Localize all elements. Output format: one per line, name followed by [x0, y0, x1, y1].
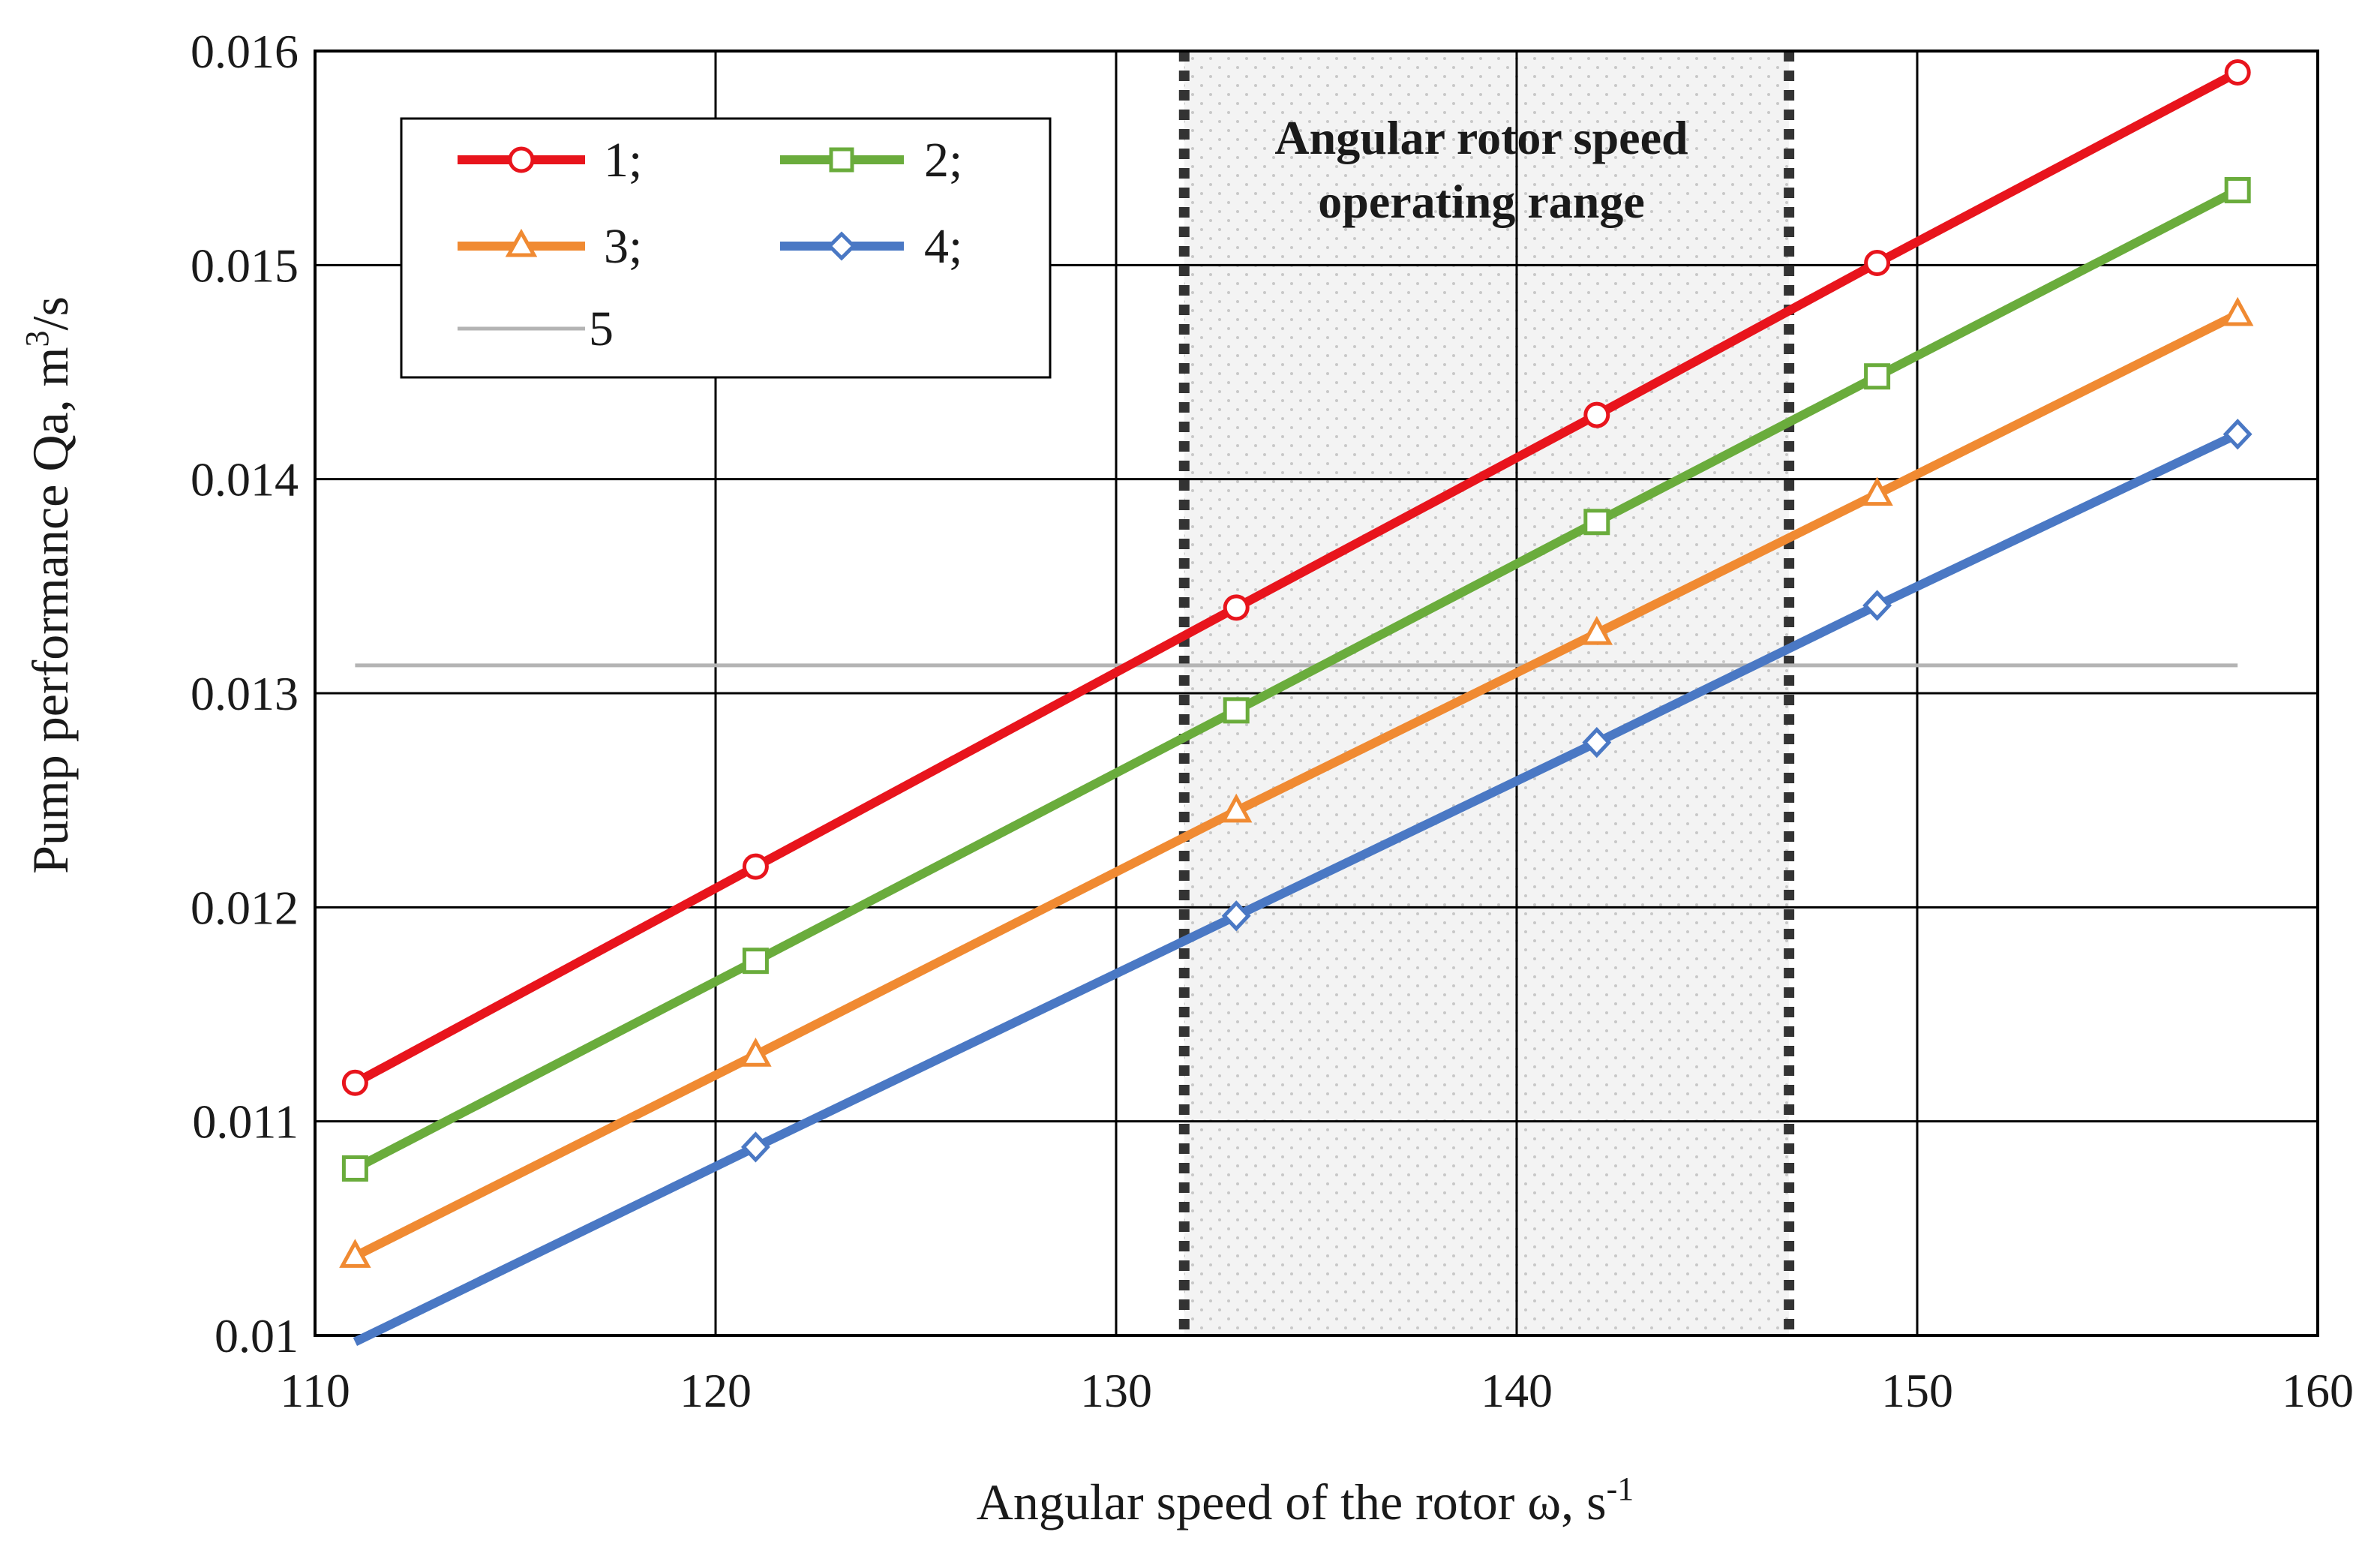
y-tick-label: 0.015 — [191, 239, 299, 292]
y-axis-title-superscript: 3 — [19, 330, 56, 347]
series-2 — [341, 176, 2251, 1182]
y-axis-tick-labels: 0.01 0.011 0.012 0.013 0.014 0.015 0.016 — [191, 25, 299, 1362]
y-tick-label: 0.016 — [191, 25, 299, 78]
legend-label-5: 5 — [589, 302, 614, 356]
series-1-line — [353, 68, 2240, 1087]
series-3-point — [1580, 615, 1613, 645]
series-1-point — [1864, 249, 1891, 276]
series-3-point — [740, 1038, 772, 1067]
legend-marker-4 — [827, 231, 857, 261]
x-tick-label: 150 — [1881, 1364, 1953, 1417]
series-1-point — [742, 853, 769, 880]
operating-range-label-line2: operating range — [1318, 175, 1645, 228]
series-4-point — [740, 1131, 770, 1163]
x-axis-title-superscript: -1 — [1607, 1470, 1634, 1507]
series-4-line — [353, 430, 2240, 1346]
series-1-point — [1223, 594, 1250, 621]
y-axis-title-suffix: /s — [22, 296, 79, 330]
series-2-point — [1864, 363, 1891, 390]
series-2-point — [1583, 509, 1610, 536]
y-axis-title: Pump performance Qa, m3/s — [19, 296, 79, 874]
legend-marker-1 — [508, 146, 535, 173]
series-2-point — [341, 1155, 368, 1182]
y-tick-label: 0.01 — [215, 1309, 299, 1362]
series-4-point — [2222, 419, 2252, 450]
x-axis-title: Angular speed of the rotor ω, s-1 — [977, 1470, 1634, 1530]
x-tick-label: 120 — [680, 1364, 752, 1417]
x-tick-label: 160 — [2282, 1364, 2354, 1417]
series-1-point — [1583, 401, 1610, 428]
series-3-point — [2221, 296, 2254, 326]
series-2-point — [1223, 697, 1250, 724]
series-4-point — [1221, 900, 1251, 932]
operating-range-label-line1: Angular rotor speed — [1274, 111, 1688, 164]
legend-marker-3 — [505, 228, 538, 257]
series-1 — [341, 59, 2251, 1096]
legend-marker-2 — [829, 147, 854, 173]
series-2-point — [2224, 176, 2251, 203]
series-3-line — [353, 310, 2240, 1260]
series-layer — [339, 59, 2254, 1346]
y-tick-label: 0.014 — [191, 453, 299, 506]
legend: 1; 2; 3; 4; 5 — [400, 117, 1052, 379]
series-4 — [353, 419, 2252, 1346]
series-3-point — [1861, 476, 1893, 506]
y-axis-title-text: Pump performance Qa, m — [22, 347, 79, 873]
series-1-point — [2224, 59, 2251, 86]
legend-label-4: 4; — [924, 219, 962, 274]
legend-label-2: 2; — [924, 133, 962, 188]
y-tick-label: 0.012 — [191, 881, 299, 934]
series-3 — [339, 296, 2254, 1268]
y-tick-label: 0.013 — [191, 667, 299, 720]
x-tick-label: 140 — [1481, 1364, 1553, 1417]
y-tick-label: 0.011 — [192, 1095, 299, 1149]
x-axis-tick-labels: 110 120 130 140 150 160 — [280, 1364, 2354, 1417]
series-4-point — [1582, 726, 1612, 758]
x-axis-title-text: Angular speed of the rotor ω, s — [977, 1473, 1607, 1530]
plot-frame — [314, 50, 2319, 1337]
series-4-point — [1862, 590, 1892, 621]
legend-label-3: 3; — [604, 219, 642, 274]
series-3-point — [1220, 793, 1253, 823]
x-tick-label: 130 — [1080, 1364, 1152, 1417]
x-tick-label: 110 — [280, 1364, 350, 1417]
series-1-point — [341, 1069, 368, 1096]
series-2-point — [742, 948, 769, 975]
legend-label-1: 1; — [604, 133, 642, 188]
series-2-line — [353, 186, 2240, 1173]
series-3-point — [339, 1239, 371, 1268]
